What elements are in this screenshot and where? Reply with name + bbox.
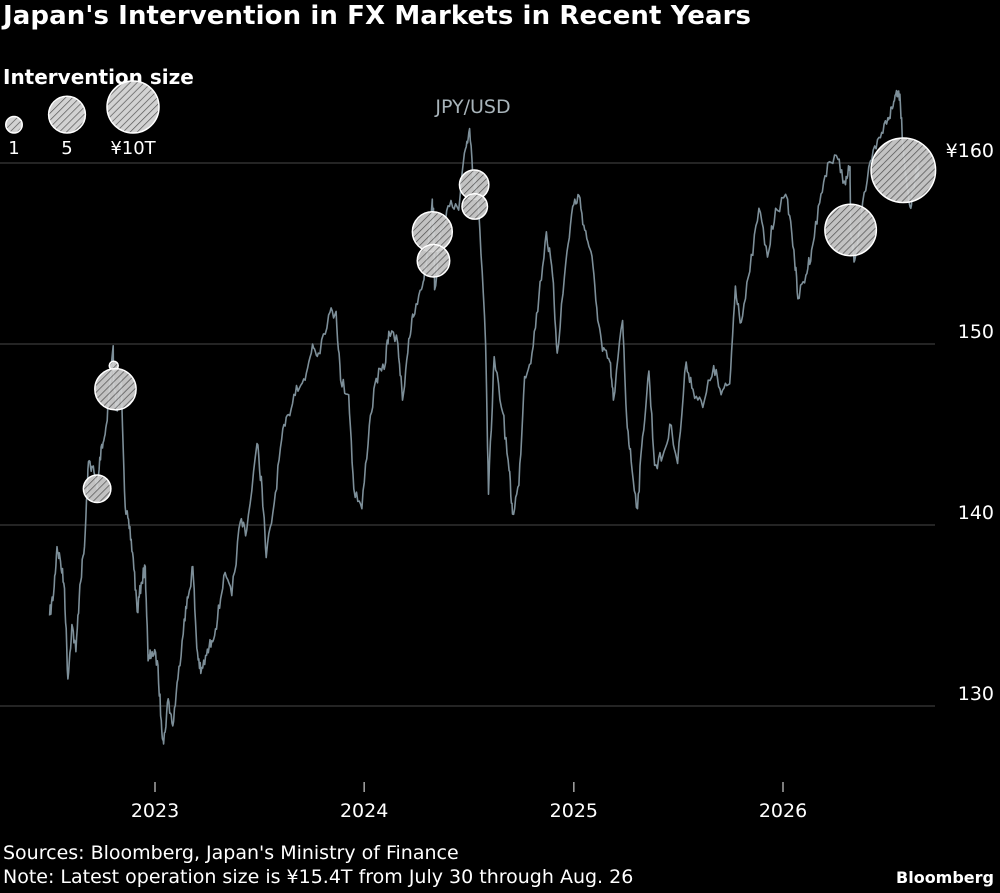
y-tick-label-130: 130: [958, 683, 994, 705]
y-tick-label-140: 140: [958, 502, 994, 524]
intervention-bubble-7: [824, 203, 878, 257]
intervention-bubble-2: [94, 367, 137, 411]
legend-title: Intervention size: [3, 65, 194, 89]
x-tick-label-2025: 2025: [550, 800, 598, 822]
legend-label-5: 5: [61, 138, 72, 159]
chart-title: Japan's Intervention in FX Markets in Re…: [3, 1, 752, 31]
footnote: Note: Latest operation size is ¥15.4T fr…: [3, 866, 634, 888]
x-tick-label-2026: 2026: [759, 800, 807, 822]
y-tick-label-160: ¥160: [946, 140, 994, 162]
legend-label-1: 1: [8, 138, 19, 159]
x-tick-label-2024: 2024: [340, 800, 388, 822]
series-label: JPY/USD: [434, 96, 510, 118]
intervention-bubble-0: [82, 474, 112, 504]
legend-bubble-10: [106, 80, 160, 134]
intervention-bubble-8: [870, 137, 937, 204]
bloomberg-logo: Bloomberg: [896, 868, 994, 887]
legend-bubble-1: [5, 115, 23, 134]
intervention-bubble-6: [461, 192, 489, 220]
y-tick-label-150: 150: [958, 321, 994, 343]
legend-bubble-5: [47, 95, 87, 134]
intervention-bubble-4: [416, 243, 451, 278]
x-tick-label-2023: 2023: [131, 800, 179, 822]
sources-note: Sources: Bloomberg, Japan's Ministry of …: [3, 842, 459, 864]
legend-label-10: ¥10T: [110, 138, 156, 159]
